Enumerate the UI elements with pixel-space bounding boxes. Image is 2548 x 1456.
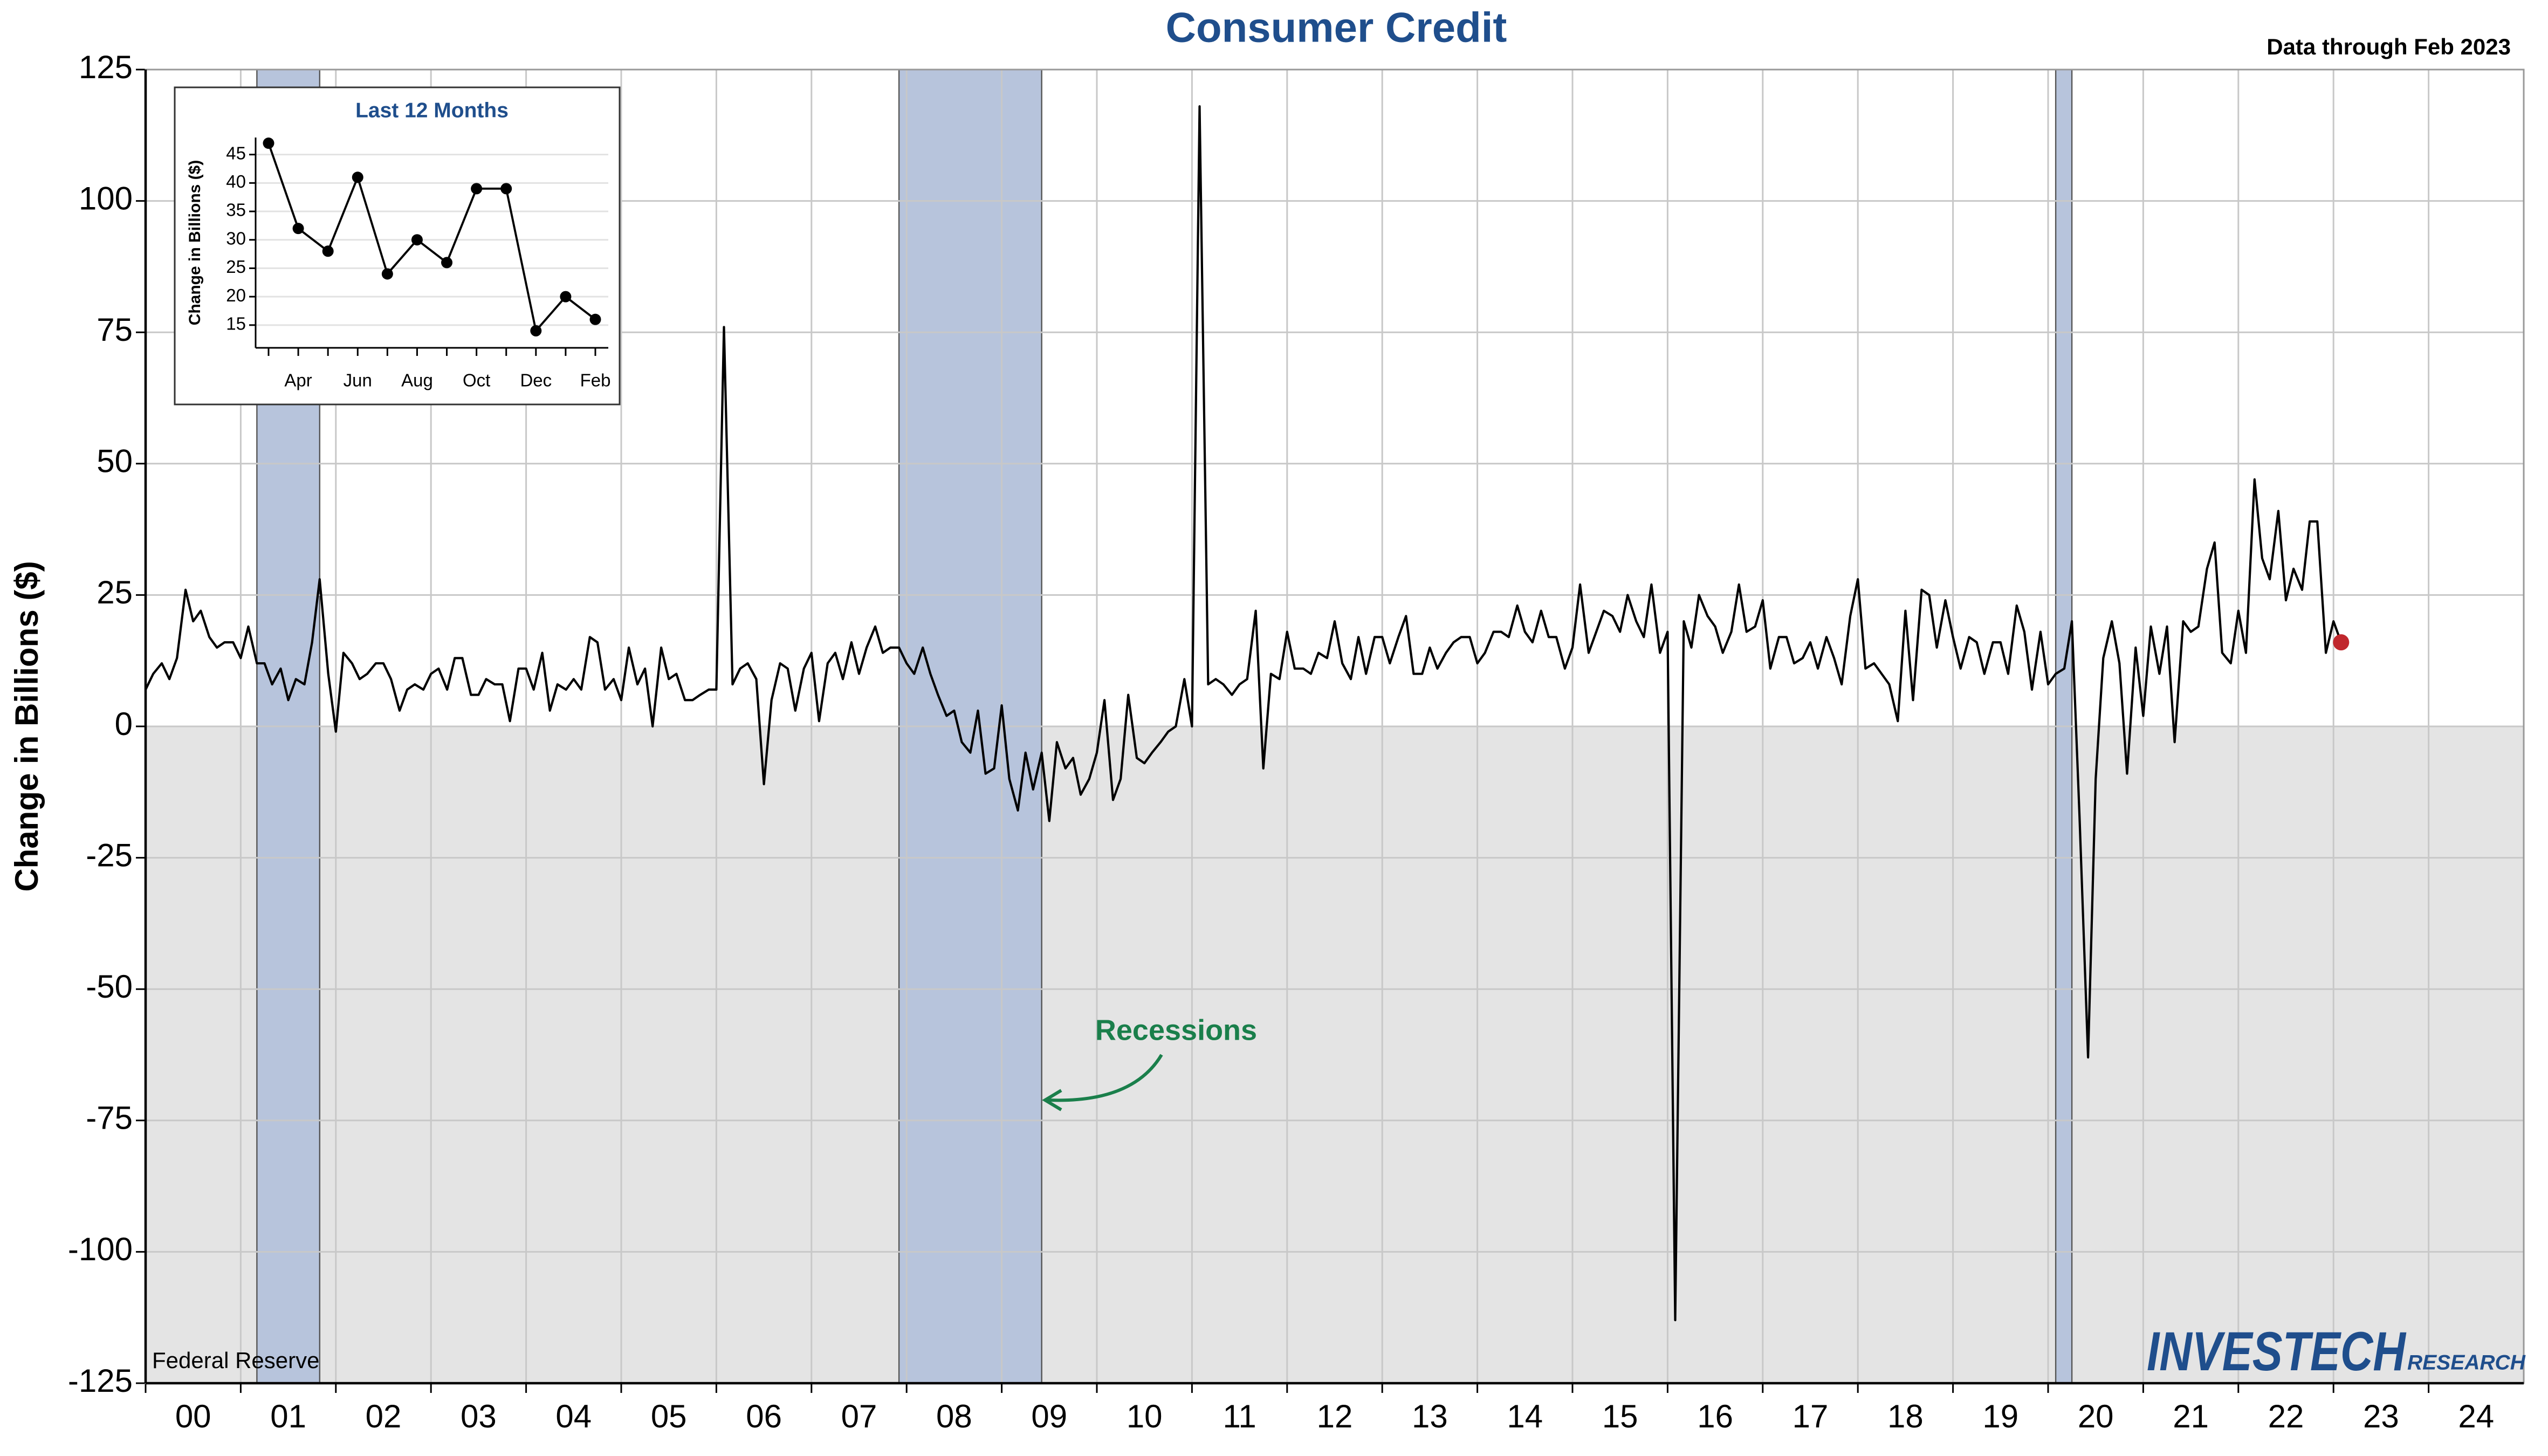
x-tick-label: 21 xyxy=(2173,1398,2209,1434)
inset-x-tick-label: Oct xyxy=(463,370,490,390)
y-tick-label: 100 xyxy=(79,180,133,216)
x-tick-label: 23 xyxy=(2363,1398,2399,1434)
x-tick-label: 12 xyxy=(1317,1398,1353,1434)
x-tick-label: 13 xyxy=(1412,1398,1448,1434)
inset-y-tick-label: 45 xyxy=(226,143,246,163)
y-tick-label: 75 xyxy=(97,312,133,348)
y-tick-label: -50 xyxy=(86,969,133,1005)
x-tick-label: 22 xyxy=(2268,1398,2304,1434)
inset-y-tick-label: 35 xyxy=(226,200,246,220)
inset-point xyxy=(322,245,334,257)
inset-y-tick-label: 20 xyxy=(226,285,246,305)
x-tick-label: 07 xyxy=(841,1398,877,1434)
inset-x-tick-label: Dec xyxy=(520,370,552,390)
x-tick-label: 19 xyxy=(1982,1398,2018,1434)
y-tick-label: 125 xyxy=(79,49,133,85)
data-line xyxy=(267,142,596,332)
inset-point xyxy=(352,171,363,183)
y-tick-label: 50 xyxy=(97,443,133,479)
inset-point xyxy=(263,138,274,149)
x-tick-label: 16 xyxy=(1697,1398,1733,1434)
y-tick-label: -75 xyxy=(86,1100,133,1136)
inset-y-label: Change in Billions ($) xyxy=(186,160,204,326)
x-tick-label: 00 xyxy=(175,1398,211,1434)
y-tick-label: 25 xyxy=(97,574,133,610)
x-tick-label: 24 xyxy=(2458,1398,2494,1434)
logo: INVESTECH xyxy=(2147,1321,2407,1382)
inset-y-tick-label: 40 xyxy=(226,171,246,191)
source: Federal Reserve xyxy=(152,1348,319,1373)
inset-title: Last 12 Months xyxy=(355,99,509,122)
inset-x-tick-label: Jun xyxy=(344,370,372,390)
x-tick-label: 17 xyxy=(1792,1398,1829,1434)
annotation-arrow xyxy=(1048,1054,1163,1102)
y-tick-label: 0 xyxy=(115,706,133,742)
inset-chart: Last 12 Months Change in Billions ($) 15… xyxy=(174,86,621,406)
negative-region xyxy=(146,726,2524,1383)
inset-point xyxy=(589,313,601,325)
inset-x-tick-label: Feb xyxy=(580,370,611,390)
x-tick-label: 14 xyxy=(1507,1398,1543,1434)
inset-y-tick-label: 30 xyxy=(226,228,246,248)
inset-point xyxy=(441,257,453,269)
x-tick-label: 20 xyxy=(2078,1398,2114,1434)
annotation-arrowhead xyxy=(1042,1089,1062,1111)
x-tick-label: 02 xyxy=(366,1398,402,1434)
inset-point xyxy=(500,183,512,195)
y-tick-label: -125 xyxy=(68,1363,133,1399)
x-tick-label: 06 xyxy=(746,1398,782,1434)
subtitle: Data through Feb 2023 xyxy=(2267,34,2511,59)
x-tick-label: 01 xyxy=(270,1398,306,1434)
main-chart: -125 -100 -75 -50 -25 0 25 50 75 100 125 00 01 02 03 04… xyxy=(68,49,2525,1434)
inset-point xyxy=(411,234,423,246)
inset-point xyxy=(381,268,393,280)
x-tick-label: 09 xyxy=(1031,1398,1067,1434)
inset-y-tick-label: 15 xyxy=(226,314,246,334)
x-tick-label: 03 xyxy=(461,1398,497,1434)
x-tick-label: 18 xyxy=(1887,1398,1924,1434)
inset-point xyxy=(292,223,304,235)
inset-point xyxy=(471,183,483,195)
y-axis-label: Change in Billions ($) xyxy=(9,561,45,891)
y-tick-label: -25 xyxy=(86,837,133,873)
chart-title: Consumer Credit xyxy=(1166,4,1507,51)
inset-x-tick-label: Apr xyxy=(284,370,312,390)
x-tick-label: 08 xyxy=(936,1398,972,1434)
inset-point xyxy=(530,325,542,336)
y-tick-label: -100 xyxy=(68,1231,133,1267)
x-tick-label: 11 xyxy=(1223,1398,1256,1434)
x-tick-label: 05 xyxy=(651,1398,687,1434)
x-tick-label: 10 xyxy=(1127,1398,1163,1434)
last-point xyxy=(2333,634,2350,651)
inset-point xyxy=(560,291,572,303)
data-line xyxy=(145,105,2343,1322)
x-tick-label: 04 xyxy=(555,1398,592,1434)
inset-x-tick-label: Aug xyxy=(401,370,433,390)
inset-frame xyxy=(174,86,621,406)
annotation: Recessions xyxy=(1095,1014,1257,1046)
x-tick-label: 15 xyxy=(1602,1398,1638,1434)
logo-sub: RESEARCH xyxy=(2407,1351,2526,1374)
inset-y-tick-label: 25 xyxy=(226,257,246,277)
